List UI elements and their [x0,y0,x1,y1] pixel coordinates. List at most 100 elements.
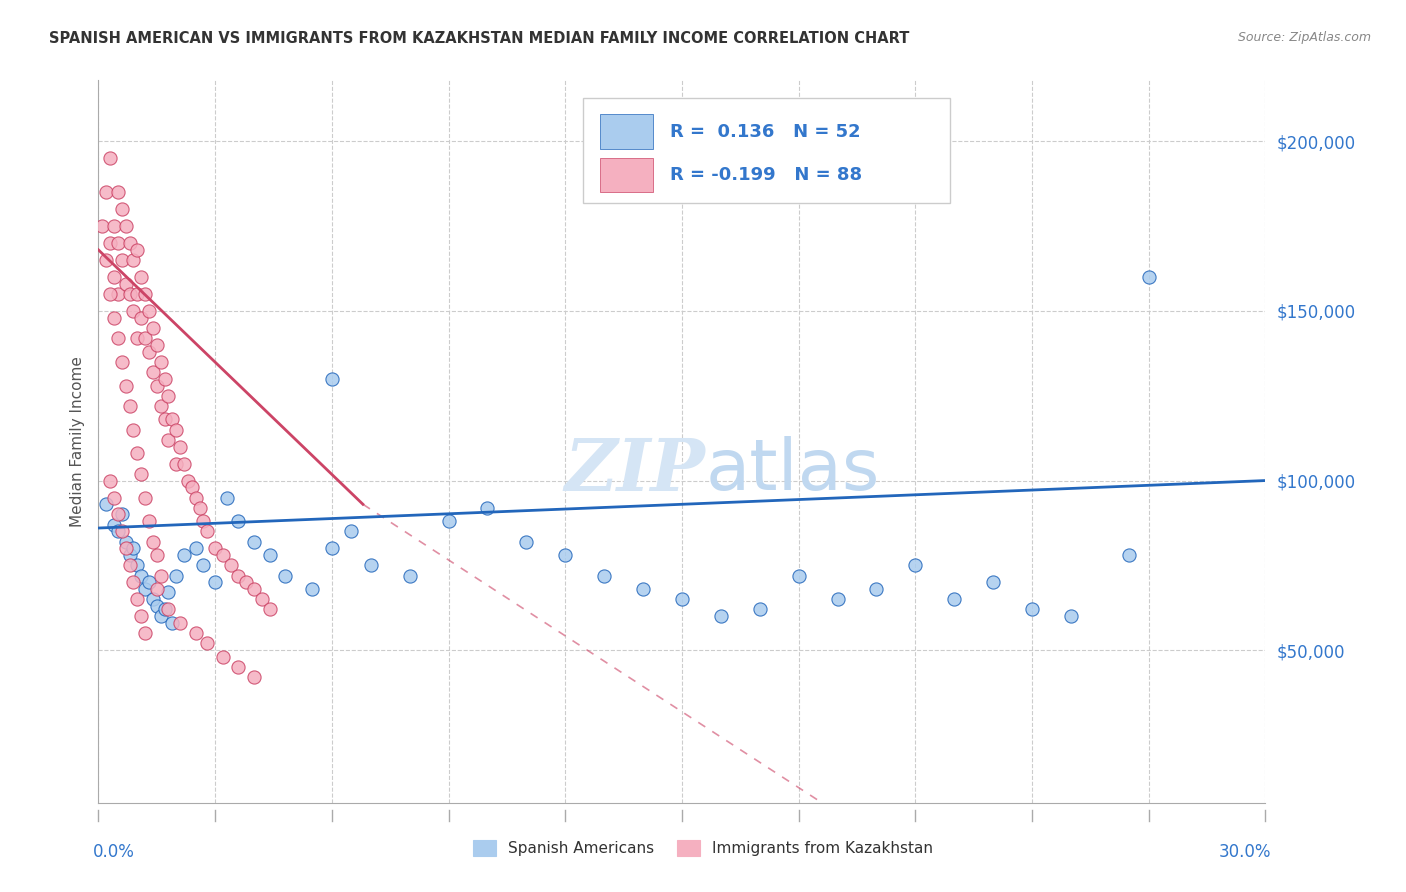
Point [96,497,118,511]
Point [103,517,125,532]
Point [437,514,460,528]
Point [865,582,887,596]
Point [149,355,172,369]
Point [243,534,266,549]
Point [169,615,191,630]
Point [146,338,169,352]
Point [193,514,215,528]
Point [114,378,136,392]
Point [301,582,323,596]
Point [138,344,160,359]
Point [184,491,207,505]
Point [96,253,118,268]
Point [111,202,134,217]
Point [1060,609,1083,624]
Point [111,355,134,369]
Legend: Spanish Americans, Immigrants from Kazakhstan: Spanish Americans, Immigrants from Kazak… [467,834,939,862]
Point [91,219,114,234]
Point [554,548,576,562]
Point [122,253,145,268]
Point [184,626,207,640]
Point [127,446,149,460]
Point [165,568,187,582]
Point [321,541,343,556]
Point [165,423,187,437]
Point [162,615,184,630]
Point [250,592,273,607]
Point [122,575,145,590]
Point [127,592,149,607]
Point [259,548,281,562]
Point [149,609,172,624]
Point [134,582,156,596]
Point [228,568,250,582]
Text: 30.0%: 30.0% [1219,843,1271,861]
Point [107,331,129,345]
Point [129,568,152,582]
Point [904,558,927,573]
Point [103,270,125,285]
Point [107,524,129,539]
Point [204,541,226,556]
Point [98,287,121,301]
Point [142,534,165,549]
FancyBboxPatch shape [582,98,950,203]
FancyBboxPatch shape [600,158,652,193]
Point [157,585,180,599]
Point [162,412,184,426]
Point [671,592,693,607]
Point [129,270,152,285]
Point [142,592,165,607]
Point [515,534,537,549]
Point [1021,602,1043,616]
Point [122,423,145,437]
Point [138,514,160,528]
Point [134,331,156,345]
Point [134,287,156,301]
Point [153,602,176,616]
Point [235,575,257,590]
Point [321,372,343,386]
Point [98,151,121,165]
Point [710,609,733,624]
Point [134,491,156,505]
Point [107,508,129,522]
Point [146,582,169,596]
Point [169,440,191,454]
Point [114,219,136,234]
Point [184,541,207,556]
Point [153,412,176,426]
Point [157,433,180,447]
Point [360,558,382,573]
Point [103,219,125,234]
Point [177,474,200,488]
Text: ZIP: ZIP [564,435,706,506]
Point [114,541,136,556]
Point [943,592,966,607]
Point [153,372,176,386]
Point [212,649,235,664]
Text: atlas: atlas [706,436,880,505]
Point [118,558,141,573]
Point [981,575,1004,590]
Point [149,399,172,413]
Point [118,548,141,562]
Point [129,310,152,325]
Point [149,568,172,582]
Point [212,548,235,562]
Point [228,660,250,674]
Point [114,534,136,549]
Point [118,399,141,413]
Point [173,457,195,471]
Point [107,185,129,199]
Point [138,575,160,590]
Point [215,491,238,505]
Point [146,378,169,392]
Point [111,524,134,539]
Point [477,500,499,515]
Point [107,236,129,251]
Point [118,287,141,301]
Text: 0.0%: 0.0% [93,843,135,861]
Point [114,277,136,291]
Text: SPANISH AMERICAN VS IMMIGRANTS FROM KAZAKHSTAN MEDIAN FAMILY INCOME CORRELATION : SPANISH AMERICAN VS IMMIGRANTS FROM KAZA… [49,31,910,46]
